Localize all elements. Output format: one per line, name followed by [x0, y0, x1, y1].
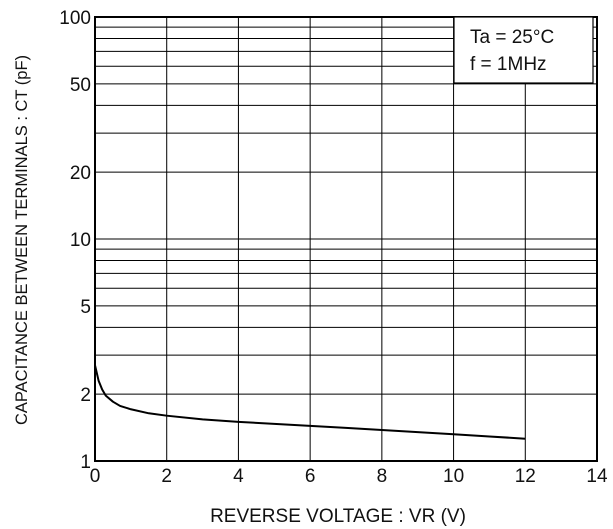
x-tick-label: 14 — [586, 466, 608, 487]
x-tick-label: 2 — [161, 466, 172, 487]
y-tick-label: 10 — [70, 230, 91, 251]
x-tick-label: 4 — [233, 466, 244, 487]
y-tick-label: 5 — [80, 297, 91, 318]
y-tick-label: 2 — [80, 385, 91, 406]
y-tick-label: 50 — [70, 75, 91, 96]
y-tick-label: 20 — [70, 163, 91, 184]
x-tick-label: 8 — [377, 466, 388, 487]
y-tick-label: 100 — [59, 8, 91, 29]
x-tick-label: 0 — [90, 466, 101, 487]
x-tick-label: 12 — [515, 466, 536, 487]
x-tick-label: 6 — [305, 466, 316, 487]
y-tick-label: 1 — [80, 452, 91, 473]
x-axis-title: REVERSE VOLTAGE : VR (V) — [210, 506, 466, 527]
x-tick-label: 10 — [443, 466, 464, 487]
y-axis-title: CAPACITANCE BETWEEN TERMINALS : CT (pF) — [13, 55, 31, 425]
temperature-annotation: Ta = 25°C — [470, 27, 554, 48]
frequency-annotation: f = 1MHz — [470, 54, 547, 75]
series-layer — [94, 365, 526, 440]
condition-box — [453, 16, 594, 84]
plot-frame — [94, 16, 598, 462]
capacitance-curve — [94, 365, 526, 440]
